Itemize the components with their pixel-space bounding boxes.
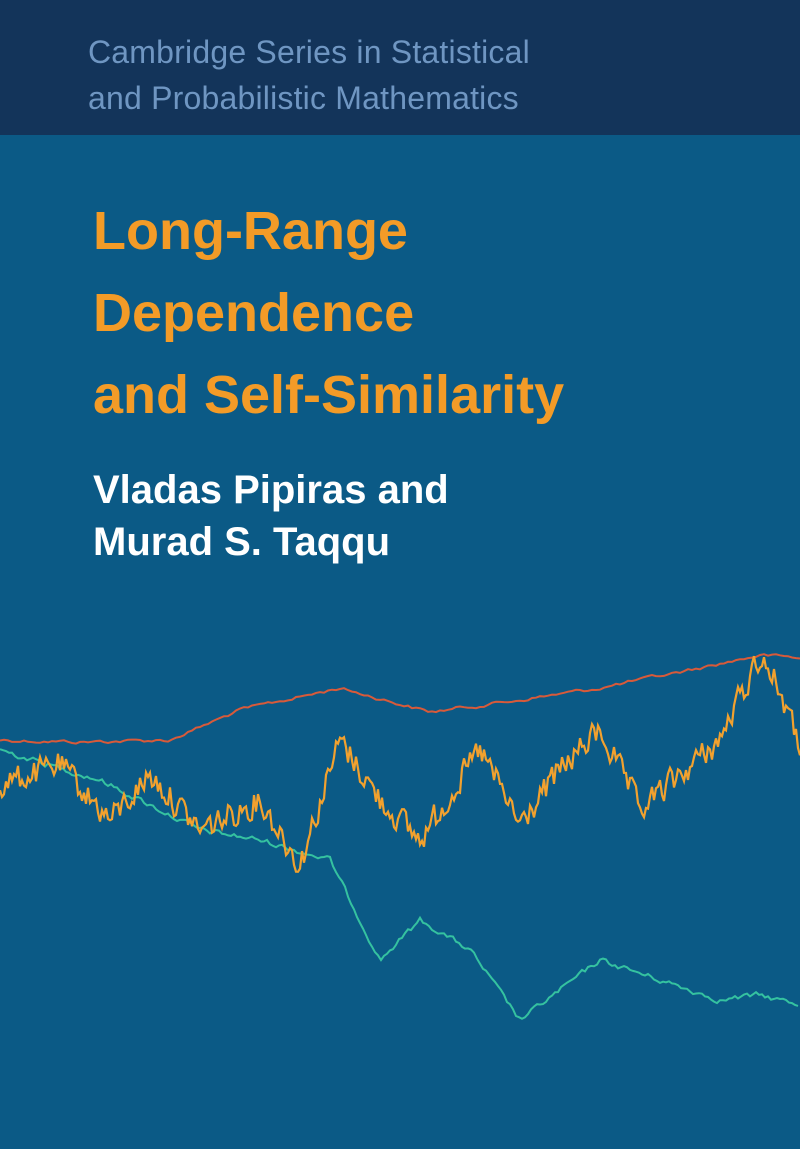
- series-name-line-1: Cambridge Series in Statistical: [88, 34, 530, 70]
- orange-sample-path: [0, 655, 800, 873]
- series-name-line-2: and Probabilistic Mathematics: [88, 80, 519, 116]
- green-sample-path: [0, 748, 799, 1020]
- author-line-1: Vladas Pipiras and: [93, 468, 449, 512]
- author-line-2: Murad S. Taqqu: [93, 520, 391, 564]
- cover-illustration: [0, 653, 800, 1020]
- red-sample-path: [0, 653, 800, 745]
- book-title-line-1: Long-Range: [93, 201, 408, 261]
- series-band: Cambridge Series in Statistical and Prob…: [0, 0, 800, 135]
- book-title-line-2: Dependence: [93, 283, 415, 343]
- book-title-line-3: and Self-Similarity: [93, 365, 565, 425]
